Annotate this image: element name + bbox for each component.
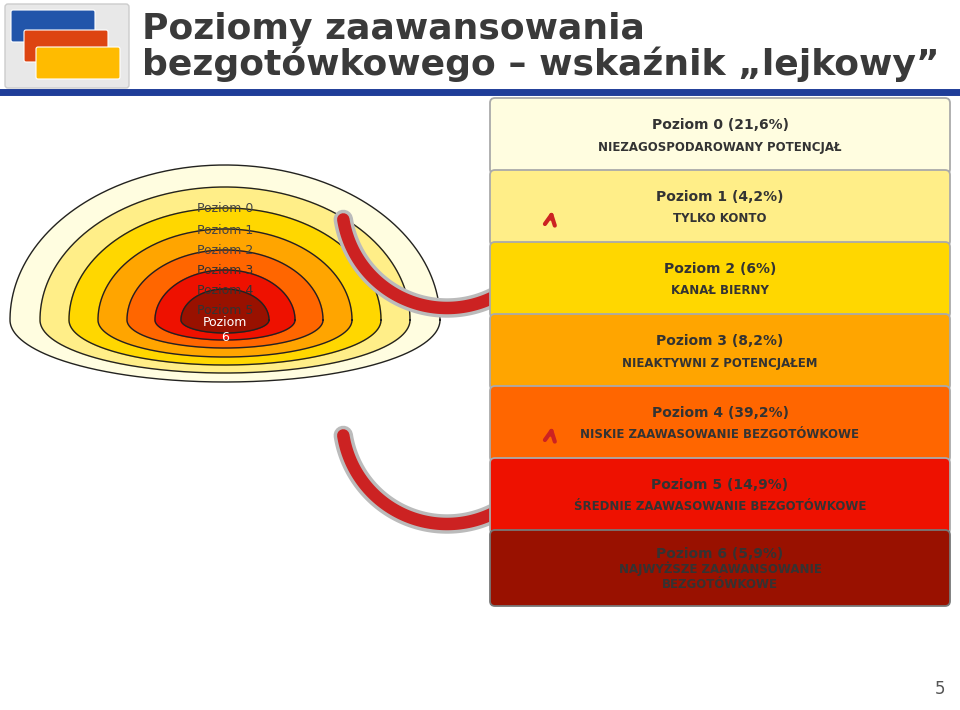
Polygon shape bbox=[181, 289, 269, 333]
Text: NISKIE ZAAWASOWANIE BEZGOTÓWKOWE: NISKIE ZAAWASOWANIE BEZGOTÓWKOWE bbox=[581, 429, 859, 442]
FancyBboxPatch shape bbox=[490, 458, 950, 534]
Text: Poziom 2: Poziom 2 bbox=[197, 244, 253, 256]
Text: NIEAKTYWNI Z POTENCJAŁEM: NIEAKTYWNI Z POTENCJAŁEM bbox=[622, 356, 818, 369]
Text: Poziom 1 (4,2%): Poziom 1 (4,2%) bbox=[657, 190, 783, 204]
Text: Poziom 3: Poziom 3 bbox=[197, 263, 253, 276]
FancyBboxPatch shape bbox=[490, 314, 950, 390]
Text: NIEZAGOSPODAROWANY POTENCJAŁ: NIEZAGOSPODAROWANY POTENCJAŁ bbox=[598, 141, 842, 153]
Text: Poziom 3 (8,2%): Poziom 3 (8,2%) bbox=[657, 334, 783, 348]
Polygon shape bbox=[10, 165, 440, 382]
Text: Poziom
6: Poziom 6 bbox=[203, 316, 247, 344]
Text: ŚREDNIE ZAAWASOWANIE BEZGOTÓWKOWE: ŚREDNIE ZAAWASOWANIE BEZGOTÓWKOWE bbox=[574, 501, 866, 513]
FancyBboxPatch shape bbox=[5, 4, 129, 88]
FancyBboxPatch shape bbox=[490, 98, 950, 174]
Text: bezgotówkowego – wskaźnik „lejkowy”: bezgotówkowego – wskaźnik „lejkowy” bbox=[142, 46, 940, 82]
FancyBboxPatch shape bbox=[490, 170, 950, 246]
Text: Poziom 4 (39,2%): Poziom 4 (39,2%) bbox=[652, 406, 788, 420]
Text: NAJWYŻSZE ZAAWANSOWANIE
BEZGOTÓWKOWE: NAJWYŻSZE ZAAWANSOWANIE BEZGOTÓWKOWE bbox=[618, 561, 822, 591]
Polygon shape bbox=[127, 250, 323, 348]
Text: Poziom 0: Poziom 0 bbox=[197, 202, 253, 214]
Text: Poziom 4: Poziom 4 bbox=[197, 283, 253, 297]
FancyBboxPatch shape bbox=[24, 30, 108, 62]
Text: Poziom 1: Poziom 1 bbox=[197, 224, 253, 236]
Text: Poziom 5 (14,9%): Poziom 5 (14,9%) bbox=[652, 478, 788, 492]
Polygon shape bbox=[69, 208, 381, 365]
FancyBboxPatch shape bbox=[11, 10, 95, 42]
Polygon shape bbox=[40, 187, 410, 373]
FancyBboxPatch shape bbox=[490, 530, 950, 606]
Text: KANAŁ BIERNY: KANAŁ BIERNY bbox=[671, 285, 769, 297]
Polygon shape bbox=[98, 229, 352, 357]
Text: Poziom 5: Poziom 5 bbox=[197, 303, 253, 317]
Text: TYLKO KONTO: TYLKO KONTO bbox=[673, 212, 767, 226]
Text: Poziom 6 (5,9%): Poziom 6 (5,9%) bbox=[657, 547, 783, 561]
Text: Poziom 2 (6%): Poziom 2 (6%) bbox=[663, 262, 777, 276]
Text: Poziomy zaawansowania: Poziomy zaawansowania bbox=[142, 12, 645, 46]
Text: 5: 5 bbox=[934, 680, 945, 698]
FancyBboxPatch shape bbox=[36, 47, 120, 79]
FancyBboxPatch shape bbox=[490, 386, 950, 462]
Text: Poziom 0 (21,6%): Poziom 0 (21,6%) bbox=[652, 118, 788, 132]
FancyBboxPatch shape bbox=[490, 242, 950, 318]
Polygon shape bbox=[155, 270, 295, 340]
